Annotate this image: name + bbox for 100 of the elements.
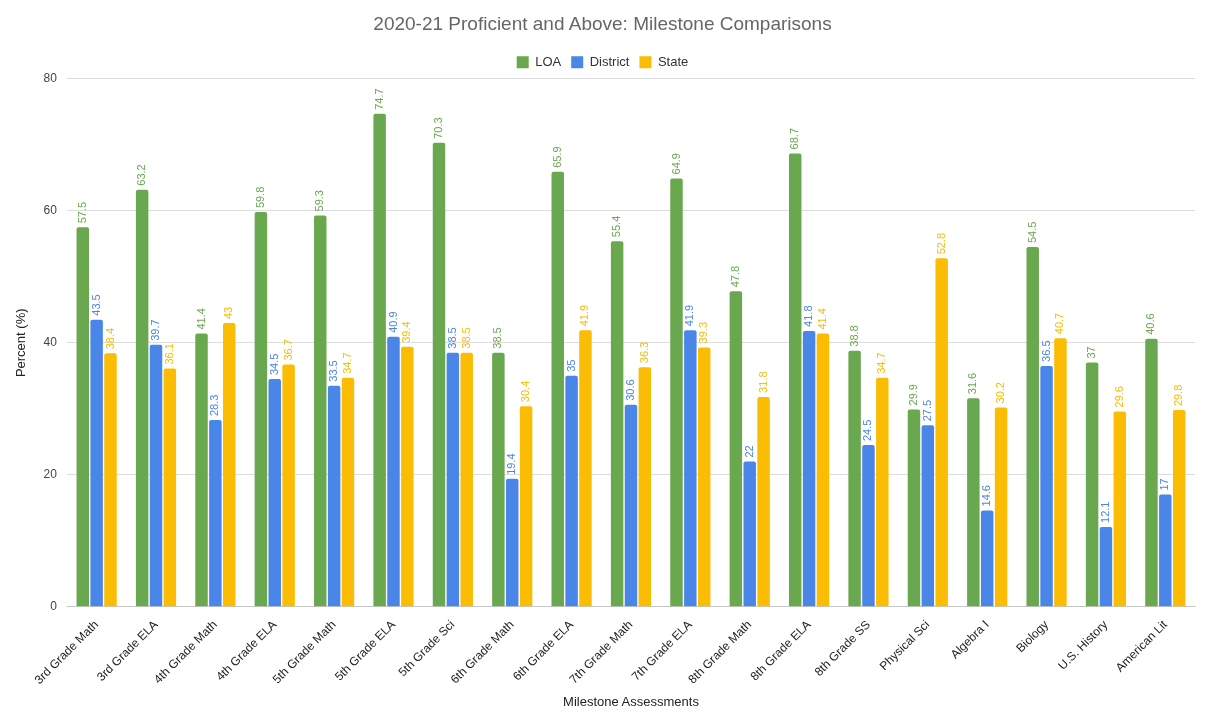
chart-title: 2020-21 Proficient and Above: Milestone Comparisons bbox=[373, 12, 832, 34]
bar bbox=[135, 189, 149, 607]
bar bbox=[327, 385, 341, 607]
data-label: 38.4 bbox=[103, 327, 116, 350]
data-label: 38.5 bbox=[459, 327, 472, 349]
bar bbox=[935, 258, 948, 607]
legend-label: State bbox=[657, 53, 689, 69]
data-label: 19.4 bbox=[505, 453, 518, 475]
bar bbox=[848, 350, 861, 607]
data-label: 41.4 bbox=[815, 308, 828, 330]
bar bbox=[994, 407, 1008, 607]
data-label: 36.7 bbox=[281, 339, 294, 361]
data-label: 52.8 bbox=[934, 232, 947, 255]
data-label: 40.9 bbox=[386, 311, 399, 333]
data-label: 37 bbox=[1085, 346, 1098, 359]
data-label: 30.4 bbox=[519, 380, 532, 403]
bar bbox=[373, 113, 386, 607]
bar bbox=[876, 377, 889, 607]
data-label: 29.8 bbox=[1172, 384, 1185, 407]
legend-label: District bbox=[589, 53, 630, 69]
bar bbox=[460, 352, 473, 607]
bar bbox=[254, 212, 268, 607]
data-label: 38.8 bbox=[847, 325, 860, 347]
data-label: 33.5 bbox=[327, 360, 340, 382]
bar bbox=[432, 142, 446, 607]
bar bbox=[1099, 526, 1113, 607]
data-label: 35 bbox=[564, 359, 577, 372]
legend-label: LOA bbox=[535, 53, 562, 69]
bar bbox=[1145, 338, 1158, 607]
data-label: 41.8 bbox=[802, 305, 815, 327]
data-label: 39.7 bbox=[149, 319, 162, 341]
bar bbox=[638, 367, 652, 607]
bar bbox=[551, 171, 564, 607]
bar bbox=[401, 346, 414, 607]
y-axis-title: Percent (%) bbox=[13, 308, 29, 378]
bar bbox=[149, 344, 163, 607]
bar bbox=[195, 333, 208, 607]
bar bbox=[223, 323, 236, 607]
bar bbox=[684, 330, 697, 607]
bar bbox=[1040, 365, 1053, 607]
data-label: 59.3 bbox=[313, 190, 326, 212]
data-label: 68.7 bbox=[788, 127, 801, 150]
data-label: 30.2 bbox=[994, 382, 1007, 404]
bar bbox=[446, 352, 460, 607]
bar bbox=[980, 510, 994, 607]
data-label: 31.6 bbox=[966, 372, 979, 395]
bar bbox=[314, 215, 327, 607]
bar bbox=[163, 368, 177, 607]
bar bbox=[76, 227, 90, 607]
data-label: 40.6 bbox=[1144, 313, 1157, 335]
data-label: 59.8 bbox=[253, 186, 266, 209]
data-label: 39.4 bbox=[400, 321, 413, 343]
bar bbox=[1113, 411, 1127, 607]
data-label: 43 bbox=[222, 306, 235, 319]
bar bbox=[697, 347, 711, 607]
y-tick-label: 0 bbox=[50, 599, 58, 614]
bar bbox=[579, 330, 592, 607]
bar bbox=[492, 352, 505, 607]
bar bbox=[1085, 362, 1099, 607]
bar bbox=[743, 461, 756, 607]
data-label: 29.9 bbox=[907, 384, 920, 406]
bar bbox=[1172, 410, 1186, 607]
y-tick-label: 60 bbox=[43, 203, 58, 218]
data-label: 30.6 bbox=[624, 379, 637, 401]
data-label: 29.6 bbox=[1112, 386, 1125, 408]
data-label: 41.9 bbox=[578, 304, 591, 327]
data-label: 38.5 bbox=[445, 327, 458, 349]
data-label: 47.8 bbox=[728, 265, 741, 288]
data-label: 34.7 bbox=[341, 352, 353, 374]
data-label: 34.5 bbox=[267, 353, 280, 376]
bar bbox=[921, 425, 935, 607]
data-label: 74.7 bbox=[372, 88, 385, 110]
data-label: 31.8 bbox=[756, 371, 769, 393]
data-label: 70.3 bbox=[432, 117, 445, 139]
data-label: 22 bbox=[742, 445, 755, 458]
bar bbox=[1159, 494, 1172, 607]
bar bbox=[282, 364, 295, 607]
y-tick-label: 80 bbox=[43, 71, 58, 86]
data-label: 12.1 bbox=[1098, 501, 1111, 523]
data-label: 64.9 bbox=[669, 153, 682, 175]
bar bbox=[268, 379, 281, 607]
bar bbox=[387, 336, 400, 607]
bar bbox=[565, 375, 578, 607]
data-label: 43.5 bbox=[89, 294, 102, 316]
data-label: 34.7 bbox=[875, 352, 888, 374]
bar bbox=[670, 178, 683, 607]
data-label: 40.7 bbox=[1053, 312, 1066, 335]
bar bbox=[816, 333, 830, 607]
data-label: 39.3 bbox=[697, 321, 710, 344]
data-label: 38.5 bbox=[491, 327, 504, 349]
bar bbox=[104, 353, 117, 607]
data-label: 14.6 bbox=[980, 485, 993, 507]
data-label: 17 bbox=[1158, 478, 1171, 491]
data-label: 41.9 bbox=[683, 304, 696, 327]
bar bbox=[757, 396, 770, 607]
bar bbox=[624, 404, 638, 607]
data-label: 36.5 bbox=[1039, 340, 1052, 362]
data-label: 28.3 bbox=[208, 394, 221, 417]
bar bbox=[802, 330, 816, 607]
bar bbox=[862, 445, 875, 607]
